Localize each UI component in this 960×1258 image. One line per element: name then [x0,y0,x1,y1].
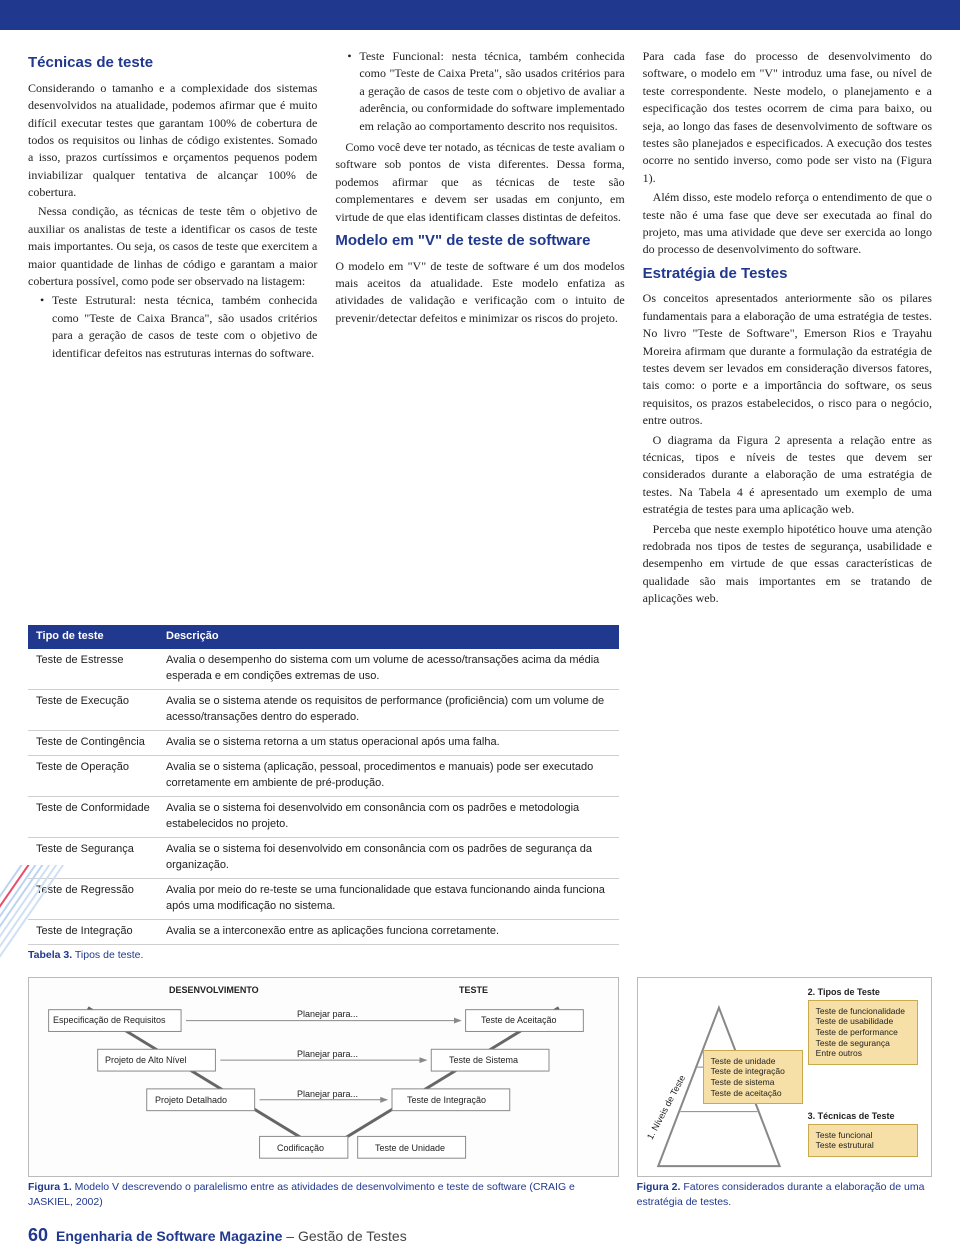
table-row: Teste de EstresseAvalia o desempenho do … [28,649,619,689]
table-row: Teste de OperaçãoAvalia se o sistema (ap… [28,756,619,797]
c3-p1: Para cada fase do processo de desenvolvi… [643,48,932,187]
table-row: Teste de RegressãoAvalia por meio do re-… [28,878,619,919]
figure-1-frame: DESENVOLVIMENTO TESTE Especificação de R… [28,977,619,1177]
table-body: Teste de EstresseAvalia o desempenho do … [28,649,619,944]
caption-bold: Figura 2. [637,1181,681,1193]
page: Técnicas de teste Considerando o tamanho… [0,30,960,1258]
footer-topic: Gestão de Testes [298,1228,407,1244]
table-and-fig1-col: Tipo de teste Descrição Teste de Estress… [28,615,619,962]
fig1-caption: Figura 1. Modelo V descrevendo o paralel… [28,1180,619,1210]
note2-title: 2. Tipos de Teste [808,986,880,999]
table-row: Teste de ContingênciaAvalia se o sistema… [28,731,619,756]
c1-p1: Considerando o tamanho e a complexidade … [28,80,317,202]
figure-2: 2. Tipos de Teste Teste de funcionalidad… [637,977,932,1210]
plan1: Planejar para... [297,1008,358,1021]
c1-bullets: Teste Estrutural: nesta técnica, também … [28,292,317,362]
c3-p4: O diagrama da Figura 2 apresenta a relaç… [643,432,932,519]
label-dev: DESENVOLVIMENTO [169,984,259,997]
figures-row: DESENVOLVIMENTO TESTE Especificação de R… [28,977,932,1210]
table-row: Teste de ConformidadeAvalia se o sistema… [28,796,619,837]
figure-2-frame: 2. Tipos de Teste Teste de funcionalidad… [637,977,932,1177]
footer-dash: – [282,1228,298,1244]
fig2-caption: Figura 2. Fatores considerados durante a… [637,1180,932,1210]
v-r3: Teste de Integração [407,1094,486,1107]
note3-body: Teste funcional Teste estrutural [808,1124,918,1157]
top-bar [0,0,960,30]
th-desc: Descrição [158,625,619,649]
c3-p2: Além disso, este modelo reforça o entend… [643,189,932,259]
v-l4: Codificação [277,1142,324,1155]
note1-body: Teste de unidade Teste de integração Tes… [703,1050,803,1105]
table-caption: Tabela 3. Tipos de teste. [28,948,619,963]
heading-modelo-v: Modelo em "V" de teste de software [335,230,624,252]
table-row: Teste de IntegraçãoAvalia se a intercone… [28,919,619,944]
v-l2: Projeto de Alto Nível [105,1054,187,1067]
note2-body: Teste de funcionalidade Teste de usabili… [808,1000,918,1065]
three-columns: Técnicas de teste Considerando o tamanho… [28,48,932,609]
th-tipo: Tipo de teste [28,625,158,649]
caption-bold: Figura 1. [28,1181,72,1193]
v-l3: Projeto Detalhado [155,1094,227,1107]
v-l1: Especificação de Requisitos [53,1014,166,1027]
bullet-funcional: Teste Funcional: nesta técnica, também c… [349,48,624,135]
magazine-name: Engenharia de Software Magazine [56,1228,282,1244]
label-test: TESTE [459,984,488,997]
v-r4: Teste de Unidade [375,1142,445,1155]
v-r1: Teste de Aceitação [481,1014,557,1027]
heading-tecnicas: Técnicas de teste [28,52,317,74]
bullet-estrutural: Teste Estrutural: nesta técnica, também … [42,292,317,362]
column-2: Teste Funcional: nesta técnica, também c… [335,48,624,609]
table-row: Teste de SegurançaAvalia se o sistema fo… [28,837,619,878]
column-1: Técnicas de teste Considerando o tamanho… [28,48,317,609]
c3-p5: Perceba que neste exemplo hipotético hou… [643,521,932,608]
v-r2: Teste de Sistema [449,1054,518,1067]
plan2: Planejar para... [297,1048,358,1061]
c2-p1: Como você deve ter notado, as técnicas d… [335,139,624,226]
figure-1: DESENVOLVIMENTO TESTE Especificação de R… [28,977,619,1210]
caption-text: Fatores considerados durante a elaboraçã… [637,1181,925,1208]
page-number: 60 [28,1222,48,1248]
c2-bullets: Teste Funcional: nesta técnica, também c… [335,48,624,135]
page-footer: 60 Engenharia de Software Magazine – Ges… [28,1222,932,1248]
column-3: Para cada fase do processo de desenvolvi… [643,48,932,609]
table-tipos-teste: Tipo de teste Descrição Teste de Estress… [28,625,619,944]
caption-bold: Tabela 3. [28,949,72,961]
col3-spacer [637,615,932,962]
note3-title: 3. Técnicas de Teste [808,1110,895,1123]
caption-text: Tipos de teste. [72,949,143,961]
table-row: Teste de ExecuçãoAvalia se o sistema ate… [28,690,619,731]
c1-p2: Nessa condição, as técnicas de teste têm… [28,203,317,290]
caption-text: Modelo V descrevendo o paralelismo entre… [28,1181,575,1208]
plan3: Planejar para... [297,1088,358,1101]
heading-estrategia: Estratégia de Testes [643,263,932,285]
c2-p2: O modelo em "V" de teste de software é u… [335,258,624,328]
c3-p3: Os conceitos apresentados anteriormente … [643,290,932,429]
